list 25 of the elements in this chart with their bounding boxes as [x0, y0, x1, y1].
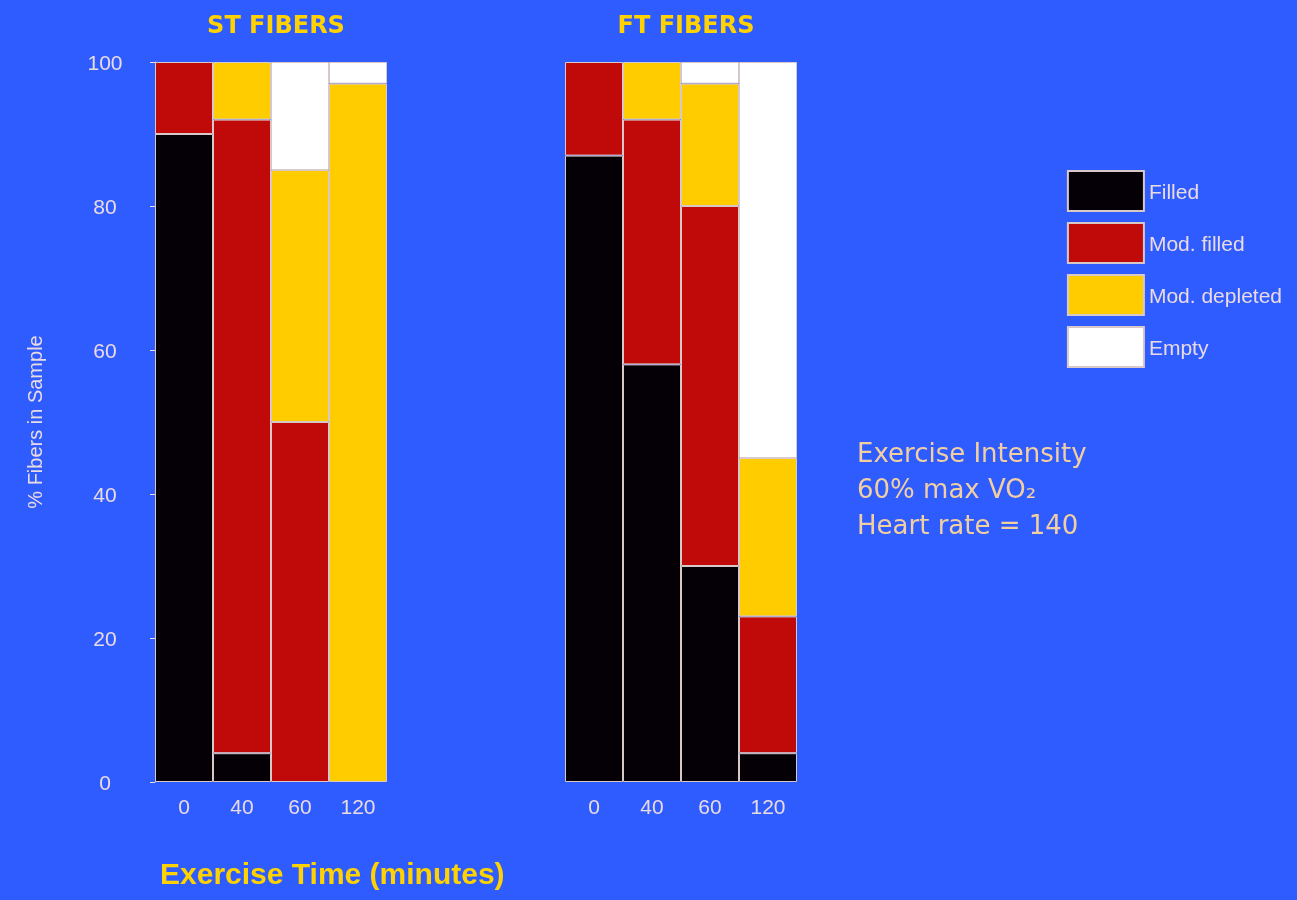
y-tick-label: 60	[93, 338, 117, 362]
legend-label: Filled	[1148, 179, 1200, 203]
x-tick-label: 40	[640, 795, 664, 818]
chart-title: FT FIBERS	[617, 11, 755, 39]
y-tick-label: 80	[93, 194, 117, 218]
x-tick-label: 40	[230, 795, 254, 818]
y-axis-title: % Fibers in Sample	[24, 335, 46, 509]
x-axis-title: Exercise Time (minutes)	[160, 856, 505, 890]
x-tick-label: 0	[178, 795, 190, 818]
chart-title: ST FIBERS	[207, 11, 345, 39]
x-tick-label: 120	[750, 795, 786, 818]
legend-label: Mod. depleted	[1148, 283, 1283, 307]
legend-label: Mod. filled	[1148, 231, 1245, 255]
y-tick-label: 40	[93, 482, 117, 506]
x-tick-label: 120	[340, 795, 376, 818]
legend-label: Empty	[1148, 335, 1209, 359]
x-tick-label: 60	[288, 795, 312, 818]
text: Exercise Intensity	[857, 438, 1087, 468]
text: Heart rate = 140	[857, 510, 1079, 540]
x-tick-label: 60	[698, 795, 722, 818]
y-tick-label: 100	[87, 50, 123, 74]
x-tick-label: 0	[588, 795, 600, 818]
y-tick-label: 0	[99, 770, 111, 794]
y-tick-label: 20	[93, 626, 117, 650]
text: 60% max VO₂	[857, 474, 1037, 504]
